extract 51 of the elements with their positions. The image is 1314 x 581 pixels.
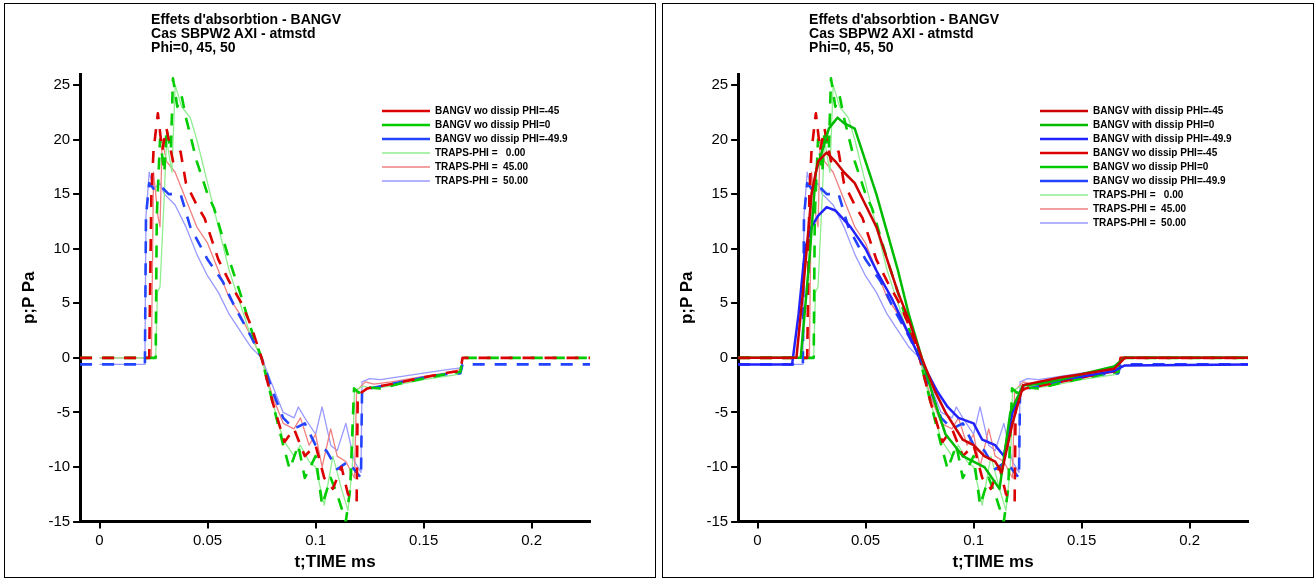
y-tick-label: 10 — [711, 238, 729, 256]
chart-title: Effets d'absorbtion - BANGV — [151, 10, 342, 27]
legend-label: BANGV wo dissip PHI=-45 — [1093, 146, 1218, 158]
legend-label: BANGV wo dissip PHI=0 — [1093, 160, 1209, 172]
chart-title: Effets d'absorbtion - BANGV — [809, 10, 1000, 27]
y-tick-label: -10 — [706, 457, 729, 475]
x-tick-label: 0 — [95, 530, 104, 548]
y-tick-label: -5 — [56, 402, 71, 420]
y-tick-label: 20 — [53, 129, 71, 147]
y-tick-label: 5 — [719, 293, 729, 311]
x-tick-label: 0.15 — [409, 530, 439, 548]
y-tick-label: 0 — [61, 347, 71, 365]
x-tick-label: 0 — [753, 530, 762, 548]
legend-label: TRAPS-PHI = 0.00 — [1093, 188, 1184, 200]
x-axis-title: t;TIME ms — [952, 552, 1034, 572]
x-tick-label: 0.05 — [192, 530, 223, 548]
legend-label: BANGV wo dissip PHI=0 — [435, 118, 551, 130]
legend-label: BANGV with dissip PHI=0 — [1093, 118, 1215, 130]
x-tick-label: 0.1 — [963, 530, 985, 548]
x-tick-label: 0.15 — [1067, 530, 1097, 548]
x-tick-label: 0.1 — [305, 530, 327, 548]
legend-label: TRAPS-PHI = 0.00 — [435, 146, 526, 158]
chart-subtitle: Cas SBPW2 AXI - atmstd Phi=0, 45, 50 — [809, 24, 974, 55]
legend-label: TRAPS-PHI = 45.00 — [435, 160, 529, 172]
y-tick-label: 15 — [711, 184, 729, 202]
x-tick-label: 0.05 — [850, 530, 881, 548]
y-tick-label: 10 — [53, 238, 71, 256]
chart-subtitle: Cas SBPW2 AXI - atmstd Phi=0, 45, 50 — [151, 24, 316, 55]
y-tick-label: -15 — [48, 511, 71, 529]
legend-label: TRAPS-PHI = 45.00 — [1093, 202, 1187, 214]
y-axis-title: p;P Pa — [18, 270, 38, 325]
x-axis-title: t;TIME ms — [294, 552, 376, 572]
y-tick-label: 15 — [53, 184, 71, 202]
y-tick-label: 25 — [711, 75, 729, 93]
x-tick-label: 0.2 — [1179, 530, 1201, 548]
y-tick-label: -5 — [714, 402, 729, 420]
y-tick-label: 5 — [61, 293, 71, 311]
y-tick-label: 20 — [711, 129, 729, 147]
y-axis-title: p;P Pa — [676, 270, 696, 325]
x-tick-label: 0.2 — [521, 530, 543, 548]
legend-label: BANGV with dissip PHI=-45 — [1093, 104, 1224, 116]
legend-label: BANGV wo dissip PHI=-49.9 — [1093, 174, 1226, 186]
y-tick-label: 0 — [719, 347, 729, 365]
legend-label: BANGV wo dissip PHI=-49.9 — [435, 132, 568, 144]
y-tick-label: 25 — [53, 75, 71, 93]
legend-label: BANGV wo dissip PHI=-45 — [435, 104, 560, 116]
legend-label: BANGV with dissip PHI=-49.9 — [1093, 132, 1233, 144]
legend-label: TRAPS-PHI = 50.00 — [435, 174, 529, 186]
y-tick-label: -10 — [48, 457, 71, 475]
y-tick-label: -15 — [706, 511, 729, 529]
legend-label: TRAPS-PHI = 50.00 — [1093, 216, 1187, 228]
